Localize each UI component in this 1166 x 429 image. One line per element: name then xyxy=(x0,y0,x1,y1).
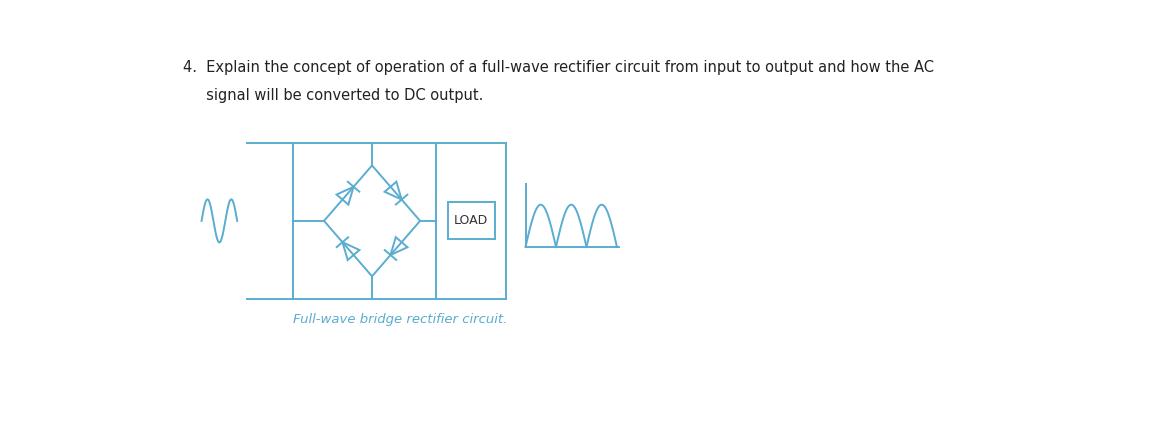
Text: LOAD: LOAD xyxy=(454,214,489,227)
Text: 4.  Explain the concept of operation of a full-wave rectifier circuit from input: 4. Explain the concept of operation of a… xyxy=(183,60,934,75)
Text: signal will be converted to DC output.: signal will be converted to DC output. xyxy=(183,88,484,103)
Text: Full-wave bridge rectifier circuit.: Full-wave bridge rectifier circuit. xyxy=(293,312,507,326)
Bar xyxy=(448,202,494,239)
